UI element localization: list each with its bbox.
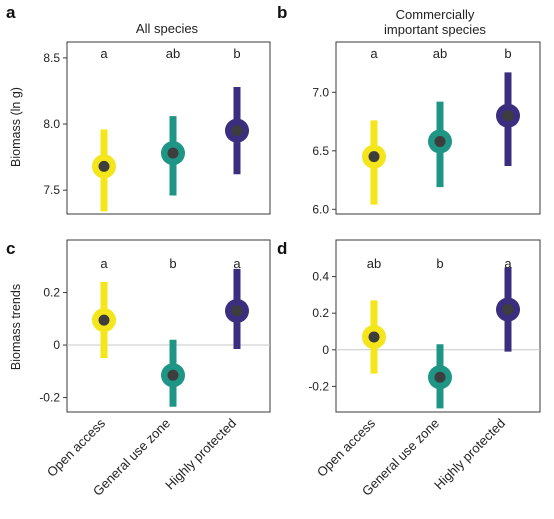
- panel-a-open-access-center-dot: [98, 160, 110, 172]
- x-label-highly-protected-left: Highly protected: [162, 416, 239, 493]
- panel-d-frame: [335, 239, 541, 413]
- panel-d-highly-protected-center-dot: [502, 304, 514, 316]
- panel-c-letter: c: [6, 239, 15, 258]
- x-axis-right: Open access General use zone Highly prot…: [314, 415, 508, 499]
- panel-a-general-use-zone-significance: ab: [166, 46, 180, 61]
- panel-c-highly-protected-significance: a: [233, 256, 241, 271]
- panel-b-yaxis: 6.0 6.5 7.0: [312, 85, 336, 216]
- panel-a-letter: a: [6, 3, 16, 22]
- panel-d-yaxis: -0.2 0 0.2 0.4: [308, 270, 336, 393]
- panel-a-yaxis: 7.5 8.0 8.5: [43, 51, 67, 197]
- panel-c: c -0.2 0 0.2 a b a: [6, 239, 271, 413]
- panel-b-ytick-label-0: 6.0: [312, 202, 329, 216]
- panel-c-frame: [66, 239, 271, 413]
- panel-a-ytick-label-1: 8.0: [43, 117, 60, 131]
- panel-d-general-use-zone-significance: b: [436, 256, 443, 271]
- panel-c-open-access-significance: a: [100, 256, 108, 271]
- panel-d-open-access-significance: ab: [367, 256, 381, 271]
- panel-c-highly-protected-center-dot: [231, 305, 243, 317]
- panel-a-open-access-significance: a: [100, 46, 108, 61]
- panel-b: b Commercially important species 6.0 6.5 7…: [277, 3, 541, 216]
- panel-b-highly-protected-significance: b: [504, 46, 511, 61]
- panel-b-title-line2: important species: [384, 22, 486, 37]
- panel-c-ytick-label-2: 0.2: [43, 286, 60, 300]
- panel-c-general-use-zone-center-dot: [167, 369, 179, 381]
- panel-c-ytick-label-1: 0: [53, 338, 60, 352]
- row-label-biomass-trends: Biomass trends: [9, 284, 23, 370]
- panel-d-general-use-zone-center-dot: [434, 371, 446, 383]
- panel-a-general-use-zone-center-dot: [167, 147, 179, 159]
- panel-c-ytick-label-0: -0.2: [39, 391, 60, 405]
- panel-d: d -0.2 0 0.2 0.4 ab b a: [277, 239, 541, 413]
- panel-b-letter: b: [277, 3, 287, 22]
- panel-a-highly-protected-center-dot: [231, 125, 243, 137]
- x-label-highly-protected-right: Highly protected: [431, 416, 508, 493]
- panel-d-ytick-label-0: -0.2: [308, 379, 329, 393]
- panel-a: a All species 7.5 8.0 8.5 a ab b: [6, 3, 271, 215]
- panel-b-title-line1: Commercially: [396, 7, 475, 22]
- panel-b-highly-protected-center-dot: [502, 110, 514, 122]
- row-label-biomass: Biomass (ln g): [9, 87, 23, 167]
- panel-c-yaxis: -0.2 0 0.2: [39, 286, 67, 405]
- panel-d-ytick-label-1: 0: [322, 343, 329, 357]
- panel-c-open-access-center-dot: [98, 314, 110, 326]
- panel-b-ytick-label-1: 6.5: [312, 144, 329, 158]
- panel-b-general-use-zone-significance: ab: [433, 46, 447, 61]
- panel-b-open-access-center-dot: [368, 151, 380, 163]
- panel-c-general-use-zone-significance: b: [169, 256, 176, 271]
- panel-a-highly-protected-significance: b: [233, 46, 240, 61]
- panel-d-ytick-label-2: 0.2: [312, 306, 329, 320]
- panel-b-open-access-significance: a: [370, 46, 378, 61]
- panel-d-plot: ab b a: [336, 256, 540, 409]
- x-axis-left: Open access General use zone Highly prot…: [44, 415, 239, 499]
- panel-b-frame: [335, 41, 541, 215]
- x-label-open-access-left: Open access: [44, 415, 109, 480]
- panel-a-frame: [66, 41, 271, 215]
- panel-d-ytick-label-3: 0.4: [312, 270, 329, 284]
- panel-d-highly-protected-significance: a: [504, 256, 512, 271]
- panel-b-ytick-label-2: 7.0: [312, 85, 329, 99]
- panel-a-ytick-label-2: 8.5: [43, 51, 60, 65]
- x-label-open-access-right: Open access: [314, 415, 379, 480]
- panel-a-title: All species: [136, 21, 199, 36]
- panel-a-plot: a ab b: [92, 46, 249, 212]
- panel-b-general-use-zone-center-dot: [434, 135, 446, 147]
- panel-d-open-access-center-dot: [368, 331, 380, 343]
- panel-a-ytick-label-0: 7.5: [43, 183, 60, 197]
- panel-d-letter: d: [277, 239, 287, 258]
- panel-b-plot: a ab b: [362, 46, 520, 205]
